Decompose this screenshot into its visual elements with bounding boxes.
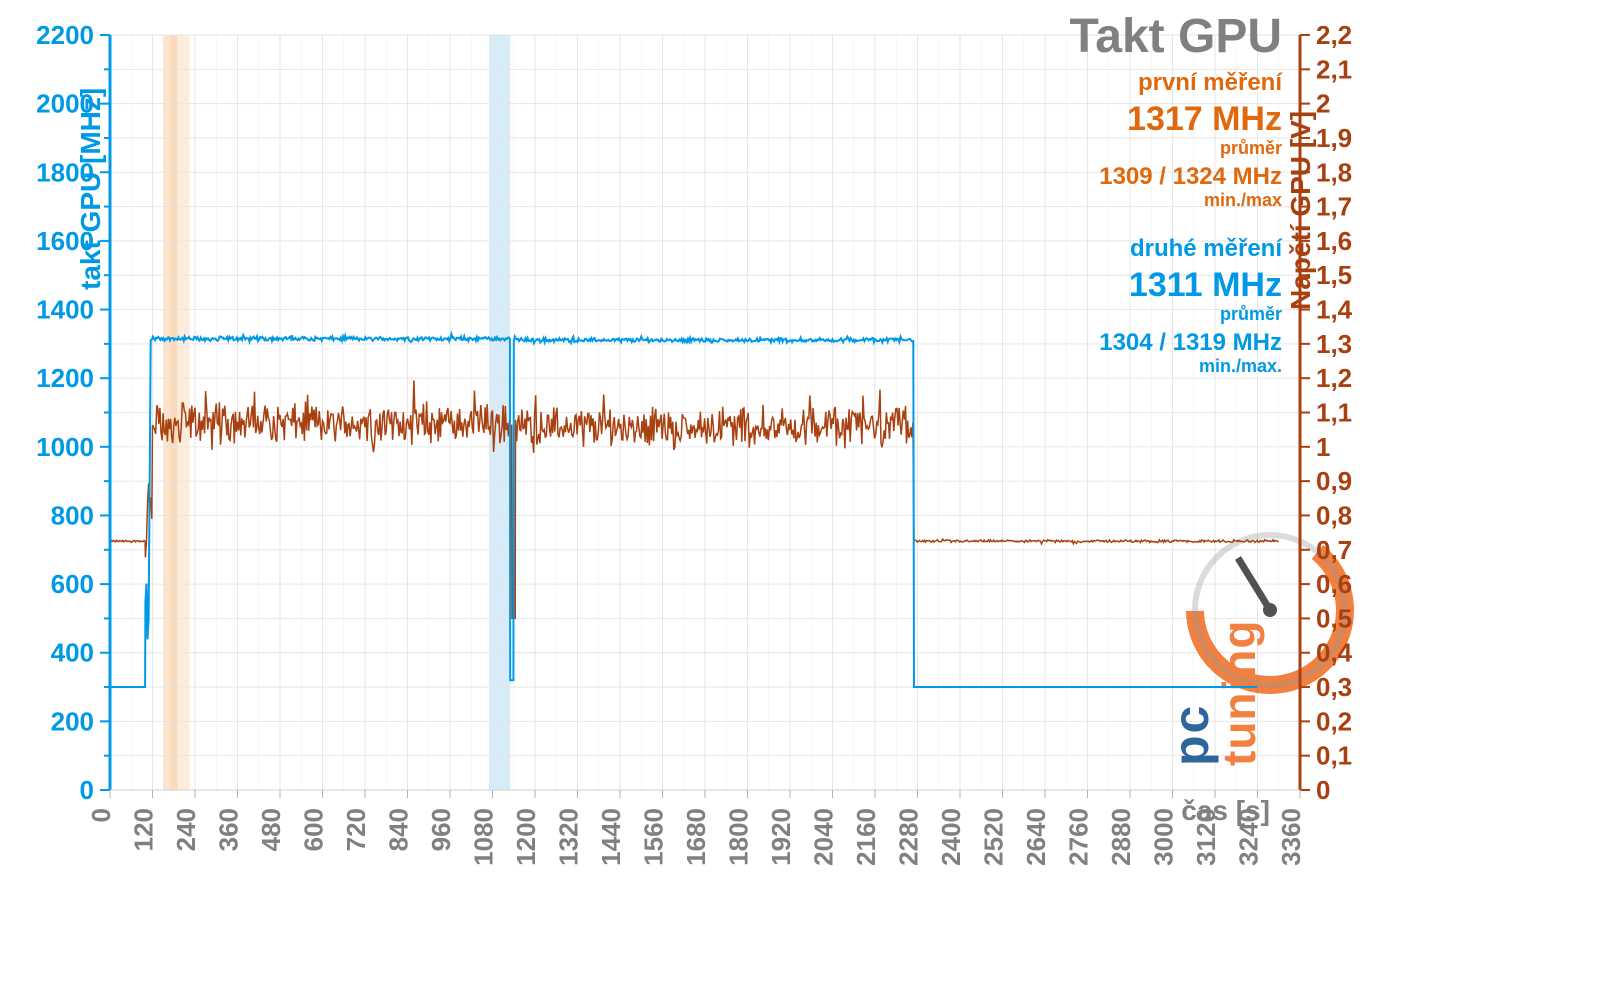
- svg-text:3000: 3000: [1149, 808, 1179, 866]
- x-ticks: 0 120 240 360 480 600 720 840 960 1080 1200 1320 144…: [86, 790, 1306, 866]
- svg-text:1920: 1920: [766, 808, 796, 866]
- svg-text:1440: 1440: [596, 808, 626, 866]
- svg-text:840: 840: [384, 808, 414, 851]
- svg-text:400: 400: [51, 638, 94, 668]
- chart-title: Takt GPU: [1070, 10, 1282, 63]
- svg-text:2520: 2520: [979, 808, 1009, 866]
- measurements-first-avg_value: 1317 MHz: [1127, 100, 1282, 138]
- measurements-second-minmax_label: min./max.: [1199, 356, 1282, 376]
- grid: [110, 35, 1300, 790]
- measurements-second-avg_value: 1311 MHz: [1129, 266, 1282, 304]
- svg-text:0,6: 0,6: [1316, 569, 1352, 599]
- svg-text:600: 600: [299, 808, 329, 851]
- svg-text:0: 0: [1316, 775, 1330, 805]
- svg-text:1400: 1400: [36, 295, 94, 325]
- svg-text:720: 720: [341, 808, 371, 851]
- svg-text:0,7: 0,7: [1316, 535, 1352, 565]
- svg-text:0,5: 0,5: [1316, 603, 1352, 633]
- svg-text:1080: 1080: [469, 808, 499, 866]
- svg-text:1800: 1800: [724, 808, 754, 866]
- svg-text:2760: 2760: [1064, 808, 1094, 866]
- svg-text:1,6: 1,6: [1316, 226, 1352, 256]
- svg-text:2640: 2640: [1021, 808, 1051, 866]
- gpu-clock-chart: pctuning02004006008001000120014001600180…: [0, 0, 1600, 999]
- svg-text:2880: 2880: [1106, 808, 1136, 866]
- measurements-second-minmax_value: 1304 / 1319 MHz: [1099, 329, 1282, 356]
- svg-text:1320: 1320: [554, 808, 584, 866]
- svg-text:120: 120: [129, 808, 159, 851]
- chart-svg: pctuning02004006008001000120014001600180…: [0, 0, 1600, 999]
- measurements-first-avg_label: průměr: [1220, 138, 1282, 158]
- svg-text:1,1: 1,1: [1316, 398, 1352, 428]
- svg-text:1680: 1680: [681, 808, 711, 866]
- svg-text:0: 0: [86, 808, 116, 822]
- svg-text:480: 480: [256, 808, 286, 851]
- svg-text:3360: 3360: [1276, 808, 1306, 866]
- svg-text:2,1: 2,1: [1316, 54, 1352, 84]
- measurements-first-minmax_label: min./max: [1204, 190, 1282, 210]
- svg-text:0,4: 0,4: [1316, 638, 1353, 668]
- x-axis-label: čas [s]: [1181, 795, 1270, 826]
- measurements-second-avg_label: průměr: [1220, 304, 1282, 324]
- svg-text:0,3: 0,3: [1316, 672, 1352, 702]
- svg-text:1,9: 1,9: [1316, 123, 1352, 153]
- svg-text:0,9: 0,9: [1316, 466, 1352, 496]
- svg-text:1560: 1560: [639, 808, 669, 866]
- svg-text:1,2: 1,2: [1316, 363, 1352, 393]
- svg-text:0,2: 0,2: [1316, 706, 1352, 736]
- measurements-second-label: druhé měření: [1130, 235, 1283, 262]
- svg-text:1000: 1000: [36, 432, 94, 462]
- svg-text:1,5: 1,5: [1316, 260, 1352, 290]
- svg-text:1200: 1200: [511, 808, 541, 866]
- svg-text:0,8: 0,8: [1316, 500, 1352, 530]
- svg-text:360: 360: [214, 808, 244, 851]
- svg-text:2280: 2280: [894, 808, 924, 866]
- measurements-first-label: první měření: [1138, 69, 1283, 96]
- voltage-series: [110, 380, 1278, 618]
- y-axis-right-label: Napětí GPU [V]: [1285, 111, 1316, 310]
- svg-text:1,7: 1,7: [1316, 192, 1352, 222]
- svg-text:2,2: 2,2: [1316, 20, 1352, 50]
- svg-text:960: 960: [426, 808, 456, 851]
- svg-text:1,8: 1,8: [1316, 157, 1352, 187]
- svg-text:800: 800: [51, 500, 94, 530]
- svg-text:2040: 2040: [809, 808, 839, 866]
- svg-text:200: 200: [51, 706, 94, 736]
- svg-text:2200: 2200: [36, 20, 94, 50]
- y-axis-left-label: takt GPU [MHz]: [75, 88, 106, 290]
- svg-text:0: 0: [80, 775, 94, 805]
- svg-text:2: 2: [1316, 89, 1330, 119]
- svg-text:1,4: 1,4: [1316, 295, 1353, 325]
- svg-text:2160: 2160: [851, 808, 881, 866]
- svg-text:1: 1: [1316, 432, 1330, 462]
- svg-text:tuning: tuning: [1213, 620, 1265, 767]
- svg-text:600: 600: [51, 569, 94, 599]
- svg-text:240: 240: [171, 808, 201, 851]
- svg-text:pc: pc: [1163, 704, 1219, 766]
- svg-text:0,1: 0,1: [1316, 741, 1352, 771]
- svg-text:1200: 1200: [36, 363, 94, 393]
- svg-text:2400: 2400: [936, 808, 966, 866]
- svg-text:1,3: 1,3: [1316, 329, 1352, 359]
- measurements-first-minmax_value: 1309 / 1324 MHz: [1099, 163, 1282, 190]
